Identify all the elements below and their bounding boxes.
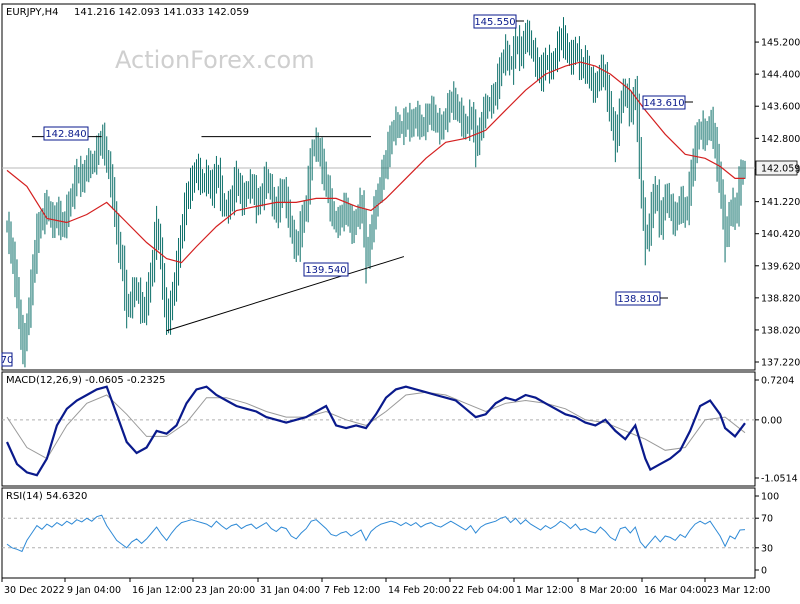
price-y-axis-tick-label: 142.800	[761, 134, 800, 145]
macd-y-axis-tick-label: 0.00	[761, 415, 782, 426]
x-axis-tick-label: 23 Mar 12:00	[707, 585, 770, 596]
chart-header-ohlc: 141.216 142.093 141.033 142.059	[74, 7, 249, 18]
rsi-y-axis-tick-label: 100	[761, 492, 779, 503]
price-y-axis-tick-label: 144.400	[761, 70, 800, 81]
macd-main-line	[5, 385, 746, 477]
x-axis-tick-label: 1 Mar 12:00	[516, 585, 573, 596]
annotation-box	[303, 262, 349, 277]
price-y-axis-tick-label: 143.600	[761, 102, 800, 113]
watermark: ActionForex.com	[115, 46, 315, 74]
annotation-label: 145.550	[474, 17, 515, 28]
rsi-title: RSI(14) 54.6320	[6, 491, 87, 502]
rsi-y-axis-tick-label: 70	[761, 514, 773, 525]
x-axis-tick-label: 22 Feb 04:00	[452, 585, 514, 596]
x-axis-tick-label: 23 Jan 20:00	[195, 585, 255, 596]
pane-price-frame	[1, 3, 756, 371]
moving-average-line	[6, 61, 745, 264]
annotation-box	[1, 352, 13, 367]
annotation-label: 142.840	[45, 129, 86, 140]
pane-rsi-frame	[1, 487, 756, 579]
x-axis-tick-label: 31 Jan 04:00	[260, 585, 320, 596]
x-axis-tick-label: 7 Feb 12:00	[324, 585, 380, 596]
x-axis-tick-label: 8 Mar 20:00	[580, 585, 637, 596]
macd-signal-line	[6, 391, 746, 460]
x-axis-tick-label: 14 Feb 20:00	[388, 585, 450, 596]
rsi-y-axis-tick-label: 0	[761, 566, 767, 577]
price-y-axis-tick-label: 138.020	[761, 325, 800, 336]
annotation-label: 138.810	[617, 294, 658, 305]
annotation-label: 139.540	[305, 265, 346, 276]
macd-y-axis-tick-label: 0.7204	[761, 376, 794, 387]
annotation-label: 143.610	[643, 98, 684, 109]
x-axis-tick-label: 16 Mar 04:00	[644, 585, 707, 596]
macd-y-axis-tick-label: -1.0514	[761, 474, 798, 485]
x-axis-tick-label: 9 Jan 04:00	[67, 585, 121, 596]
current-price-label: 142.059	[761, 163, 800, 174]
price-y-axis-tick-label: 145.200	[761, 38, 800, 49]
price-y-axis-tick-label: 138.820	[761, 293, 800, 304]
x-axis-tick-label: 16 Jan 12:00	[132, 585, 192, 596]
price-y-axis-tick-label: 141.220	[761, 197, 800, 208]
price-y-axis-tick-label: 140.420	[761, 229, 800, 240]
x-axis-tick-label: 30 Dec 2022	[4, 585, 65, 596]
price-y-axis-tick-label: 139.620	[761, 261, 800, 272]
current-price-badge	[755, 160, 798, 176]
rsi-y-axis-tick-label: 30	[761, 543, 773, 554]
chart-header: EURJPY,H4	[6, 7, 59, 18]
pane-macd-frame	[1, 371, 756, 487]
rsi-line	[6, 514, 746, 553]
macd-title: MACD(12,26,9) -0.0605 -0.2325	[6, 375, 166, 386]
support-trendline	[166, 256, 405, 332]
annotation-box	[43, 126, 89, 141]
annotation-label: 70	[1, 355, 14, 366]
price-y-axis-tick-label: 137.220	[761, 358, 800, 369]
